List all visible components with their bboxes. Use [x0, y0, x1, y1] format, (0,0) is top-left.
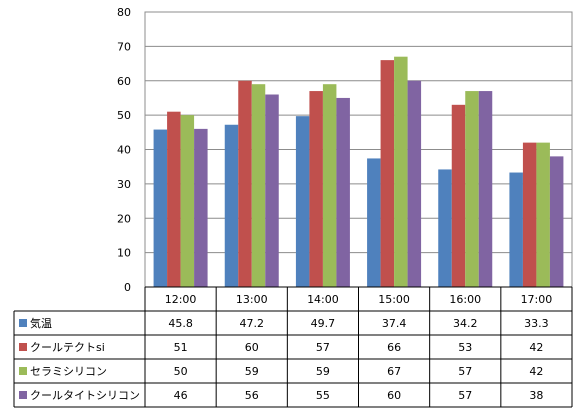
- bar: [180, 115, 195, 287]
- data-label: 45.8: [168, 317, 193, 330]
- bar: [407, 80, 422, 287]
- data-label: 46: [174, 389, 188, 402]
- data-label: 66: [387, 341, 401, 354]
- bar: [509, 172, 523, 287]
- bar: [438, 169, 452, 287]
- x-tick-label: 12:00: [165, 293, 197, 306]
- legend-key: [19, 319, 27, 327]
- data-label: 42: [529, 365, 543, 378]
- x-tick-label: 13:00: [236, 293, 268, 306]
- bar: [451, 104, 466, 287]
- x-tick-label: 15:00: [378, 293, 410, 306]
- legend-entry: 気温: [30, 316, 52, 330]
- y-tick-label: 20: [117, 212, 131, 225]
- legend-entry: クールタイトシリコン: [30, 389, 140, 402]
- bar: [295, 116, 310, 287]
- bar: [465, 91, 479, 287]
- y-tick-label: 30: [117, 178, 131, 191]
- legend-key: [19, 367, 27, 375]
- data-label: 60: [387, 389, 401, 402]
- data-label: 55: [316, 389, 330, 402]
- bar: [478, 91, 493, 287]
- data-label: 51: [174, 341, 188, 354]
- data-label: 60: [245, 341, 259, 354]
- bar: [394, 56, 408, 287]
- legend-key: [19, 343, 27, 351]
- bar: [251, 84, 266, 287]
- data-label: 59: [245, 365, 259, 378]
- data-label: 57: [316, 341, 330, 354]
- bar: [522, 142, 537, 287]
- x-tick-label: 14:00: [307, 293, 339, 306]
- data-table: 12:00 13:00 14:00 15:00 16:00 17:00 気温 45.8 47.2…: [13, 286, 573, 408]
- bars: [153, 56, 564, 287]
- bar: [194, 128, 208, 287]
- legend-entry: セラミシリコン: [30, 365, 107, 378]
- bar: [549, 156, 564, 287]
- bar: [167, 111, 181, 287]
- legend-key: [19, 391, 27, 399]
- bar: [380, 60, 395, 287]
- bar: [367, 158, 381, 287]
- bar: [265, 94, 279, 287]
- data-label: 42: [529, 341, 543, 354]
- data-label: 50: [174, 365, 188, 378]
- bar: [536, 142, 550, 287]
- data-label: 37.4: [382, 317, 407, 330]
- data-label: 67: [387, 365, 401, 378]
- x-tick-label: 17:00: [521, 293, 553, 306]
- bar: [153, 129, 168, 287]
- y-tick-label: 70: [117, 40, 131, 53]
- bar: [238, 80, 252, 287]
- x-tick-label: 16:00: [449, 293, 481, 306]
- bar: [309, 91, 323, 287]
- y-tick-label: 60: [117, 75, 131, 88]
- data-label: 57: [458, 365, 472, 378]
- bar: [322, 84, 337, 287]
- legend-entry: クールテクトsi: [30, 341, 105, 354]
- data-label: 57: [458, 389, 472, 402]
- data-label: 59: [316, 365, 330, 378]
- y-tick-label: 10: [117, 247, 131, 260]
- data-label: 53: [458, 341, 472, 354]
- data-label: 34.2: [453, 317, 478, 330]
- bar: [224, 124, 239, 287]
- y-tick-label: 80: [117, 6, 131, 19]
- y-tick-label: 40: [117, 144, 131, 157]
- data-label: 33.3: [524, 317, 549, 330]
- data-label: 56: [245, 389, 259, 402]
- bar: [336, 97, 350, 287]
- data-label: 49.7: [311, 317, 336, 330]
- data-label: 38: [529, 389, 543, 402]
- data-label: 47.2: [240, 317, 265, 330]
- y-tick-label: 50: [117, 109, 131, 122]
- y-axis: 0 10 20 30 40 50 60 70 80: [117, 6, 131, 294]
- y-tick-label: 0: [124, 281, 131, 294]
